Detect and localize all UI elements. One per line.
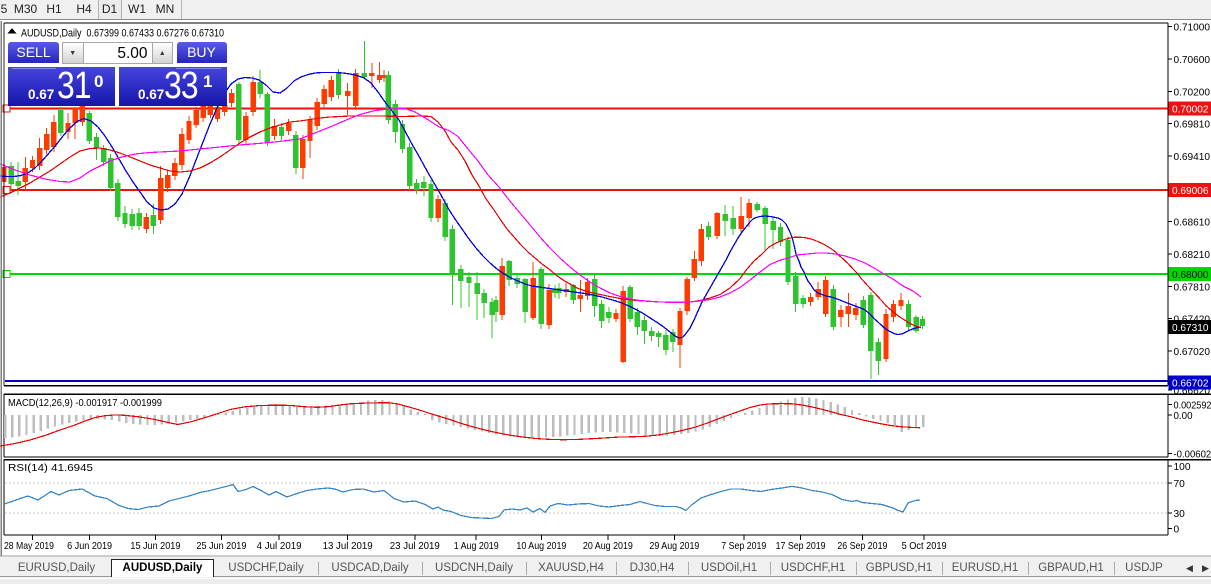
- svg-text:30: 30: [1174, 509, 1186, 520]
- svg-text:70: 70: [1174, 479, 1186, 490]
- svg-text:7 Sep 2019: 7 Sep 2019: [721, 541, 766, 552]
- svg-text:10 Aug 2019: 10 Aug 2019: [516, 541, 566, 552]
- svg-text:17 Sep 2019: 17 Sep 2019: [776, 541, 826, 552]
- svg-text:0.68210: 0.68210: [1174, 250, 1211, 261]
- svg-text:0.67020: 0.67020: [1174, 347, 1211, 358]
- svg-text:0.66620: 0.66620: [1174, 386, 1211, 397]
- svg-text:0.70200: 0.70200: [1174, 88, 1211, 99]
- svg-text:0.67810: 0.67810: [1174, 283, 1211, 294]
- svg-text:0.69410: 0.69410: [1174, 152, 1211, 163]
- svg-text:0: 0: [1174, 525, 1180, 536]
- svg-text:6 Jun 2019: 6 Jun 2019: [67, 541, 112, 552]
- svg-text:0.70600: 0.70600: [1174, 55, 1211, 66]
- svg-text:20 Aug 2019: 20 Aug 2019: [583, 541, 633, 552]
- svg-text:0.00: 0.00: [1174, 411, 1193, 422]
- svg-text:0.69810: 0.69810: [1174, 120, 1211, 131]
- svg-text:0.68000: 0.68000: [1172, 270, 1209, 281]
- svg-text:4 Jul 2019: 4 Jul 2019: [257, 541, 302, 552]
- svg-text:1 Aug 2019: 1 Aug 2019: [454, 541, 499, 552]
- svg-text:0.69006: 0.69006: [1172, 186, 1209, 197]
- svg-text:0.66702: 0.66702: [1172, 379, 1209, 390]
- svg-text:-0.006029: -0.006029: [1174, 449, 1211, 460]
- svg-text:0.71000: 0.71000: [1174, 23, 1211, 34]
- svg-text:0.68610: 0.68610: [1174, 218, 1211, 229]
- svg-text:28 May 2019: 28 May 2019: [4, 541, 54, 552]
- svg-text:29 Aug 2019: 29 Aug 2019: [649, 541, 699, 552]
- svg-text:0.70002: 0.70002: [1172, 105, 1209, 116]
- svg-text:26 Sep 2019: 26 Sep 2019: [837, 541, 887, 552]
- svg-text:25 Jun 2019: 25 Jun 2019: [196, 541, 246, 552]
- svg-text:RSI(14) 41.6945: RSI(14) 41.6945: [8, 463, 93, 474]
- svg-text:100: 100: [1174, 462, 1191, 473]
- svg-text:13 Jul 2019: 13 Jul 2019: [323, 541, 373, 552]
- svg-text:0.67310: 0.67310: [1172, 323, 1209, 334]
- svg-text:MACD(12,26,9) -0.001917 -0.001: MACD(12,26,9) -0.001917 -0.001999: [8, 398, 162, 409]
- svg-text:5 Oct 2019: 5 Oct 2019: [902, 541, 947, 552]
- svg-text:23 Jul 2019: 23 Jul 2019: [390, 541, 440, 552]
- svg-text:AUDUSD,Daily 0.67399 0.67433: AUDUSD,Daily 0.67399 0.67433 0.67276 0.6…: [21, 28, 224, 40]
- svg-text:15 Jun 2019: 15 Jun 2019: [130, 541, 180, 552]
- svg-text:0.002592: 0.002592: [1174, 400, 1211, 411]
